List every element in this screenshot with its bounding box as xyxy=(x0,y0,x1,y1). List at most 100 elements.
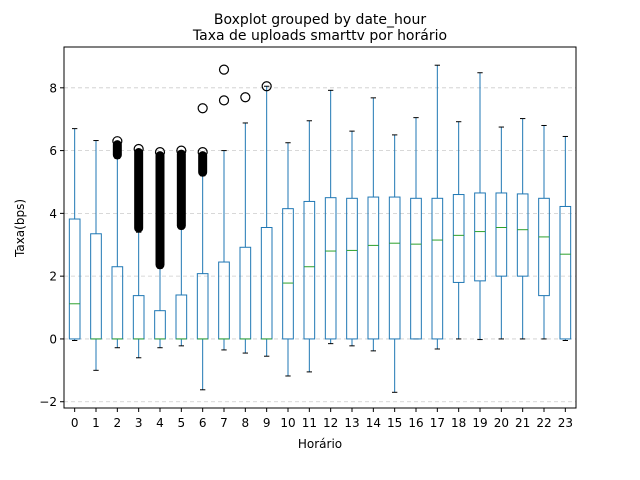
box-17 xyxy=(431,64,444,350)
y-axis-ticks: −2 0 2 4 6 8 xyxy=(39,81,64,409)
box-14 xyxy=(367,97,380,352)
outlier-points xyxy=(112,64,272,270)
box-9 xyxy=(260,85,273,357)
box-3 xyxy=(132,231,145,359)
box-body xyxy=(324,197,337,340)
x-tick-label: 0 xyxy=(71,416,79,430)
chart-suptitle: Boxplot grouped by date_hour xyxy=(214,12,426,28)
x-tick-label: 7 xyxy=(220,416,228,430)
box-2 xyxy=(111,157,124,349)
box-body xyxy=(90,233,102,340)
box-body xyxy=(495,192,508,277)
x-tick-label: 2 xyxy=(114,416,122,430)
box-body xyxy=(68,218,81,340)
x-tick-label: 9 xyxy=(263,416,271,430)
outlier-point xyxy=(112,136,123,147)
y-tick-label: 4 xyxy=(49,207,57,221)
x-tick-label: 21 xyxy=(515,416,530,430)
box-18 xyxy=(452,121,465,340)
chart-title: Taxa de uploads smarttv por horário xyxy=(192,28,447,44)
box-20 xyxy=(495,126,508,340)
grid-lines xyxy=(64,87,576,403)
box-4 xyxy=(154,267,166,349)
box-body xyxy=(132,295,145,340)
box-body xyxy=(388,196,401,340)
x-tick-label: 14 xyxy=(366,416,381,430)
box-body xyxy=(282,208,294,340)
y-tick-label: 8 xyxy=(49,81,57,95)
outlier-point xyxy=(176,145,187,156)
box-16 xyxy=(410,117,422,340)
x-tick-label: 22 xyxy=(536,416,551,430)
x-tick-label: 13 xyxy=(344,416,359,430)
x-tick-label: 6 xyxy=(199,416,207,430)
dense-outlier-band xyxy=(176,149,186,231)
box-body xyxy=(559,205,572,340)
plot-area-frame xyxy=(63,46,577,409)
box-5 xyxy=(175,228,188,347)
box-23 xyxy=(559,135,572,342)
x-tick-label: 19 xyxy=(472,416,487,430)
x-tick-label: 15 xyxy=(387,416,402,430)
outlier-point xyxy=(240,92,251,103)
outlier-point xyxy=(197,103,208,114)
x-tick-label: 20 xyxy=(494,416,509,430)
x-tick-label: 17 xyxy=(430,416,445,430)
box-body xyxy=(154,310,166,340)
box-body xyxy=(452,194,465,283)
outlier-point xyxy=(218,64,230,75)
box-11 xyxy=(303,120,316,373)
x-tick-label: 12 xyxy=(323,416,338,430)
x-axis-ticks: 0 1 2 3 4 5 6 7 8 9 10 11 12 13 14 15 16 17 18 19 20 21 22 23 xyxy=(71,408,573,430)
outlier-point xyxy=(197,147,208,158)
box-8 xyxy=(239,122,252,354)
x-tick-label: 18 xyxy=(451,416,466,430)
box-19 xyxy=(474,72,486,341)
box-body xyxy=(239,246,252,340)
box-6 xyxy=(196,175,209,391)
box-13 xyxy=(346,130,358,347)
y-tick-label: −2 xyxy=(39,395,57,409)
box-body xyxy=(111,266,124,340)
x-tick-label: 10 xyxy=(280,416,295,430)
box-0 xyxy=(68,128,81,342)
y-tick-label: 6 xyxy=(49,144,57,158)
box-body xyxy=(260,227,273,340)
box-body xyxy=(175,294,188,340)
outlier-point xyxy=(218,95,230,106)
box-body xyxy=(516,193,529,277)
box-12 xyxy=(324,89,337,345)
x-tick-label: 1 xyxy=(92,416,100,430)
x-tick-label: 3 xyxy=(135,416,143,430)
outlier-point xyxy=(133,143,144,155)
x-tick-label: 16 xyxy=(408,416,423,430)
box-7 xyxy=(218,150,230,351)
box-series xyxy=(68,64,572,393)
box-22 xyxy=(538,124,550,340)
box-body xyxy=(367,196,380,340)
box-1 xyxy=(90,140,102,371)
x-tick-label: 4 xyxy=(156,416,164,430)
box-body xyxy=(538,197,550,297)
dense-outlier-band xyxy=(112,140,122,160)
x-tick-label: 11 xyxy=(302,416,317,430)
dense-outlier-band xyxy=(155,151,165,270)
box-10 xyxy=(282,142,294,377)
dense-outlier-band xyxy=(198,151,208,177)
box-body xyxy=(218,261,230,340)
box-body xyxy=(431,197,444,340)
y-tick-label: 0 xyxy=(49,332,57,346)
y-axis-label: Taxa(bps) xyxy=(13,199,27,258)
outlier-point xyxy=(261,81,272,92)
outlier-point xyxy=(154,147,166,158)
x-tick-label: 23 xyxy=(558,416,573,430)
box-15 xyxy=(388,134,401,393)
y-tick-label: 2 xyxy=(49,270,57,284)
dense-outlier-band xyxy=(134,148,144,233)
box-body xyxy=(196,273,209,340)
box-body xyxy=(410,197,422,340)
x-tick-label: 5 xyxy=(178,416,186,430)
box-body xyxy=(303,200,316,340)
box-body xyxy=(346,197,358,340)
